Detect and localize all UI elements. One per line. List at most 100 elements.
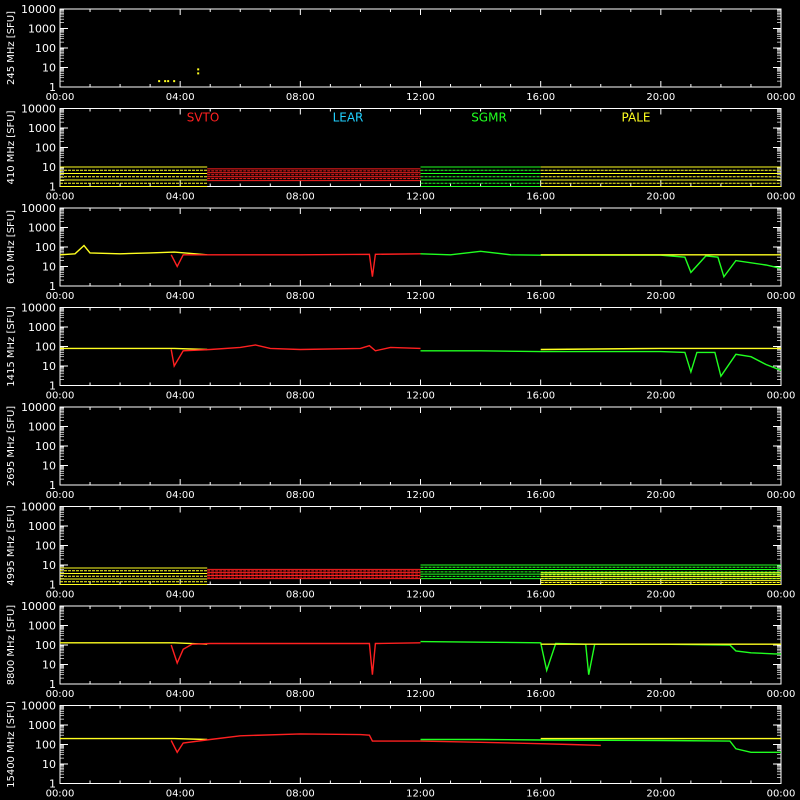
series-pale: [60, 567, 208, 585]
y-tick-label: 10: [42, 460, 56, 473]
x-tick-label: 16:00: [526, 490, 555, 501]
x-tick-label: 00:00: [767, 391, 796, 402]
panel-ylabel: 4995 MHz [SFU]: [6, 505, 17, 586]
x-tick-label: 00:00: [46, 689, 75, 700]
x-tick-label: 00:00: [46, 291, 75, 302]
x-tick-label: 20:00: [646, 490, 675, 501]
x-tick-label: 20:00: [646, 590, 675, 601]
x-tick-label: 12:00: [406, 490, 435, 501]
panel-frame: [59, 406, 782, 486]
data-point: [197, 72, 200, 75]
x-tick-label: 12:00: [406, 92, 435, 103]
x-tick-label: 00:00: [46, 789, 75, 800]
series-svto: [170, 642, 421, 675]
y-tick-label: 100: [35, 42, 56, 55]
panel-4995-mhz: 1 10 100 1000 10000 00:00 04:00 08:00 12:00 16:00…: [6, 501, 795, 601]
y-tick-label: 1: [49, 579, 56, 592]
series-svto: [170, 344, 421, 368]
panel-410-mhz: 1 10 100 1000 10000 00:00 04:00 08:00 12:00 16:00…: [6, 103, 795, 203]
series-pale: [540, 166, 781, 187]
x-tick-label: 12:00: [406, 192, 435, 203]
y-tick-label: 1: [49, 778, 56, 791]
y-tick-label: 100: [35, 241, 56, 254]
y-tick-label: 10000: [21, 501, 56, 514]
panel-frame: [59, 307, 782, 386]
panel-8800-mhz: 1 10 100 1000 10000 00:00 04:00 08:00 12:00 16:00…: [6, 600, 795, 700]
legend-svto: SVTO: [187, 111, 220, 125]
x-tick-label: 04:00: [166, 689, 195, 700]
series-pale: [60, 347, 208, 351]
y-tick-label: 1000: [28, 321, 56, 334]
data-point: [158, 80, 161, 83]
panel-frame: [59, 8, 782, 88]
y-tick-label: 100: [35, 540, 56, 553]
panel-ylabel: 610 MHz [SFU]: [6, 210, 17, 284]
series-svto: [170, 253, 421, 277]
data-point: [173, 80, 176, 83]
y-tick-label: 10000: [21, 3, 56, 16]
y-tick-label: 10: [42, 62, 56, 75]
x-tick-label: 04:00: [166, 789, 195, 800]
x-tick-label: 08:00: [286, 490, 315, 501]
x-tick-label: 16:00: [526, 291, 555, 302]
y-tick-label: 1: [49, 81, 56, 94]
x-tick-label: 04:00: [166, 391, 195, 402]
y-tick-label: 1: [49, 181, 56, 194]
x-tick-label: 00:00: [767, 490, 796, 501]
x-tick-label: 08:00: [286, 590, 315, 601]
legend-pale: PALE: [622, 111, 651, 125]
x-tick-label: 00:00: [767, 689, 796, 700]
x-tick-label: 16:00: [526, 689, 555, 700]
series-pale: [60, 166, 208, 187]
legend: SVTO LEAR SGMR PALE: [187, 111, 651, 125]
y-tick-label: 1000: [28, 719, 56, 732]
panel-1415-mhz: 1 10 100 1000 10000 00:00 04:00 08:00 12:00 16:00…: [6, 302, 795, 402]
x-tick-label: 00:00: [46, 192, 75, 203]
panel-ylabel: 245 MHz [SFU]: [6, 11, 17, 85]
data-point: [164, 80, 167, 83]
data-point: [167, 80, 170, 83]
x-tick-label: 04:00: [166, 590, 195, 601]
y-tick-label: 1: [49, 280, 56, 293]
y-tick-label: 1000: [28, 222, 56, 235]
x-tick-label: 16:00: [526, 192, 555, 203]
x-tick-label: 08:00: [286, 391, 315, 402]
x-tick-label: 08:00: [286, 192, 315, 203]
x-tick-label: 12:00: [406, 789, 435, 800]
series-svto: [170, 733, 601, 754]
series-pale: [540, 572, 781, 585]
panel-ylabel: 15400 MHz [SFU]: [6, 701, 17, 788]
y-tick-label: 10: [42, 360, 56, 373]
y-tick-label: 10000: [21, 202, 56, 215]
data-point: [197, 68, 200, 71]
series-pale: [540, 347, 781, 351]
y-tick-label: 1000: [28, 520, 56, 533]
series-svto: [207, 568, 421, 580]
x-tick-label: 04:00: [166, 291, 195, 302]
series-pale: [60, 737, 208, 741]
panel-245-mhz: 1 10 100 1000 10000 00:00 04:00 08:00 12:00 16:00…: [6, 3, 795, 103]
x-tick-label: 00:00: [767, 92, 796, 103]
y-tick-label: 10: [42, 261, 56, 274]
x-tick-label: 08:00: [286, 291, 315, 302]
y-tick-label: 1000: [28, 122, 56, 135]
panel-ylabel: 2695 MHz [SFU]: [6, 406, 17, 487]
x-tick-label: 12:00: [406, 291, 435, 302]
x-tick-label: 00:00: [46, 490, 75, 501]
x-tick-label: 16:00: [526, 391, 555, 402]
panel-ylabel: 410 MHz [SFU]: [6, 110, 17, 184]
y-tick-label: 10000: [21, 700, 56, 713]
x-tick-label: 16:00: [526, 789, 555, 800]
series-sgmr: [420, 738, 781, 753]
panel-frame: [59, 705, 782, 784]
x-tick-label: 12:00: [406, 590, 435, 601]
x-tick-label: 00:00: [767, 291, 796, 302]
x-tick-label: 20:00: [646, 391, 675, 402]
y-tick-label: 1000: [28, 421, 56, 434]
x-tick-label: 08:00: [286, 92, 315, 103]
x-tick-label: 12:00: [406, 689, 435, 700]
series-pale: [158, 68, 200, 83]
y-tick-label: 10000: [21, 103, 56, 116]
x-tick-label: 00:00: [767, 192, 796, 203]
panel-2695-mhz: 1 10 100 1000 10000 00:00 04:00 08:00 12:00 16:00…: [6, 401, 795, 501]
